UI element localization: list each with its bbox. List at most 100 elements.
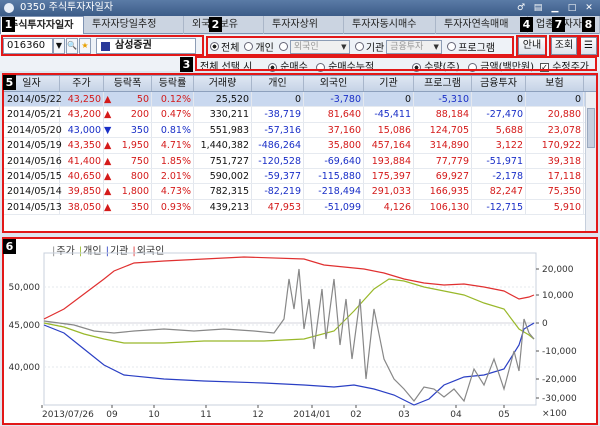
close-icon[interactable]: ✕ xyxy=(585,3,593,13)
table-cell: -82,219 xyxy=(252,184,304,199)
table-cell: 43,000 xyxy=(60,122,104,138)
x-axis-label: 04 xyxy=(450,410,462,420)
radio-foreign[interactable] xyxy=(278,42,288,51)
radio-qty[interactable] xyxy=(412,62,421,72)
table-cell: -27,470 xyxy=(472,107,526,122)
table-cell: 1.85% xyxy=(152,153,194,168)
stock-code-input[interactable]: 016360 xyxy=(3,38,53,54)
table-row[interactable]: 2014/05/16 41,400 ▲ 750 1.85% 751,727 -120,528… xyxy=(4,153,596,169)
favorite-star-icon[interactable]: ★ xyxy=(79,38,91,54)
code-dropdown-icon[interactable]: ▼ xyxy=(53,38,65,54)
table-cell: 17,118 xyxy=(526,168,584,184)
table-cell: 175,397 xyxy=(364,168,414,184)
table-cell: 5,688 xyxy=(472,122,526,138)
radio-amount[interactable] xyxy=(468,62,477,72)
options-bar: 전체 선택 시 순매수 순매수누적 수량(주) 금액(백만원) ✓ 수정주가 xyxy=(0,57,600,73)
chart-svg: 50,000 45,000 40,000 20,000 10,000 0 -10,000 -2… xyxy=(9,252,577,420)
chevron-down-icon: ▼ xyxy=(341,42,347,51)
maximize-icon[interactable]: □ xyxy=(567,3,577,13)
table-scrollbar[interactable] xyxy=(585,92,596,231)
column-header[interactable]: 외국인 xyxy=(304,76,364,91)
left-axis-label: 40,000 xyxy=(9,363,41,373)
table-row[interactable]: 2014/05/14 39,850 ▲ 1,800 4.73% 782,315 -82,21… xyxy=(4,184,596,200)
table-cell: 2014/05/16 xyxy=(4,153,62,168)
table-cell: 106,130 xyxy=(414,199,472,215)
table-cell: 1,440,382 xyxy=(194,138,252,153)
menu-icon[interactable]: ▤ xyxy=(533,3,543,13)
list-menu-icon[interactable]: ☰ xyxy=(580,37,597,55)
legend-item: |개인 xyxy=(78,246,102,257)
tab-investor-top[interactable]: 투자자상위 xyxy=(264,16,344,34)
net-buy-acc-label: 순매수누적 xyxy=(328,62,375,73)
foreign-combo[interactable]: 외국인 ▼ xyxy=(289,39,350,54)
x-axis-label: 09 xyxy=(106,410,118,420)
scrollbar-thumb[interactable] xyxy=(587,108,595,148)
table-row[interactable]: 2014/05/21 43,200 ▲ 200 0.47% 330,211 -38,719 8… xyxy=(4,107,596,123)
table-cell: 4,126 xyxy=(364,199,414,215)
change-value: 50 xyxy=(136,94,149,105)
tab-investor-simul-buy[interactable]: 투자자동시매수 xyxy=(344,16,436,34)
table-row[interactable]: 2014/05/22 43,250 ▲ 50 0.12% 25,520 0 -3,780 0 -5… xyxy=(4,92,596,108)
table-row[interactable]: 2014/05/13 38,050 ▲ 350 0.93% 439,213 47,953 -5… xyxy=(4,199,596,216)
guide-button[interactable]: 안내 xyxy=(518,37,546,55)
tab-investor-estimate[interactable]: 투자자당일추정 xyxy=(84,16,184,34)
link-icon[interactable]: ♂ xyxy=(516,3,526,13)
inst-combo[interactable]: 금융투자 ▼ xyxy=(386,39,443,54)
table-row[interactable]: 2014/05/19 43,350 ▲ 1,950 4.71% 1,440,382 -486… xyxy=(4,138,596,154)
radio-individual[interactable] xyxy=(244,42,254,51)
chevron-down-icon: ▼ xyxy=(433,42,439,51)
left-axis-label: 50,000 xyxy=(9,283,41,293)
column-header[interactable]: 금융투자 xyxy=(472,76,526,91)
change-arrow: ▲ xyxy=(104,94,112,105)
table-cell: -5,310 xyxy=(414,92,472,107)
adjusted-price-checkbox[interactable]: ✓ xyxy=(540,62,549,72)
tab-investor-consecutive[interactable]: 투자자연속매매 xyxy=(436,16,528,34)
search-icon[interactable]: 🔍 xyxy=(66,38,78,54)
table-cell: 0.12% xyxy=(152,92,194,107)
change-arrow: ▲ xyxy=(104,109,112,121)
table-cell: -218,494 xyxy=(304,184,364,199)
table-cell: 170,922 xyxy=(526,138,584,153)
column-header[interactable]: 보험 xyxy=(526,76,584,91)
radio-program[interactable] xyxy=(447,42,457,51)
column-header[interactable]: 등락폭 xyxy=(104,76,152,91)
table-cell: 0 xyxy=(252,92,304,107)
table-row[interactable]: 2014/05/20 43,000 ▼ 350 0.81% 551,983 -57,316 3… xyxy=(4,122,596,139)
column-header[interactable]: 프로그램 xyxy=(414,76,472,91)
investor-table: 일자 주가 등락폭 등락률 거래량 개인 외국인 기관 프로그램 금융투자 보험 2014/05/2… xyxy=(3,75,597,232)
table-cell: 2014/05/19 xyxy=(4,138,62,153)
change-arrow: ▲ xyxy=(104,201,112,213)
query-button[interactable]: 조회 xyxy=(551,37,577,55)
table-cell: 69,927 xyxy=(414,168,472,184)
table-cell: -120,528 xyxy=(252,153,304,168)
column-header[interactable]: 일자 xyxy=(4,76,60,91)
right-axis-label: 0 xyxy=(542,319,548,329)
radio-inst[interactable] xyxy=(354,42,364,51)
change-arrow: ▼ xyxy=(104,124,112,136)
radio-net-buy-acc[interactable] xyxy=(316,62,325,72)
table-cell: -51,971 xyxy=(472,153,526,168)
column-header[interactable]: 등락률 xyxy=(152,76,194,91)
table-row[interactable]: 2014/05/15 40,650 ▲ 800 2.01% 590,002 -59,377-… xyxy=(4,168,596,185)
x-axis-label: 03 xyxy=(398,410,409,420)
change-value: 1,800 xyxy=(121,186,149,198)
tab-investor-daily[interactable]: 주식투자자일자 xyxy=(0,16,84,34)
column-header[interactable]: 개인 xyxy=(252,76,304,91)
table-cell: 2014/05/20 xyxy=(4,122,62,138)
tab-foreign-holding[interactable]: 외국인보유 xyxy=(184,16,264,34)
table-cell: 0 xyxy=(364,92,414,107)
x-axis-label: 05 xyxy=(498,410,509,420)
table-cell: ▲ 1,800 xyxy=(104,184,152,199)
column-header[interactable]: 기관 xyxy=(364,76,414,91)
minimize-icon[interactable]: ▁ xyxy=(551,3,559,13)
qty-label: 수량(주) xyxy=(424,62,460,73)
radio-all[interactable] xyxy=(210,42,219,51)
change-arrow: ▲ xyxy=(104,170,112,182)
table-cell: 43,200 xyxy=(60,107,104,122)
column-header[interactable]: 거래량 xyxy=(194,76,252,91)
radio-net-buy[interactable] xyxy=(268,62,277,72)
splitter[interactable] xyxy=(3,232,597,236)
window-title: 0350 주식투자자일자 xyxy=(20,2,114,13)
column-header[interactable]: 주가 xyxy=(60,76,104,91)
table-cell: ▲ 200 xyxy=(104,107,152,122)
